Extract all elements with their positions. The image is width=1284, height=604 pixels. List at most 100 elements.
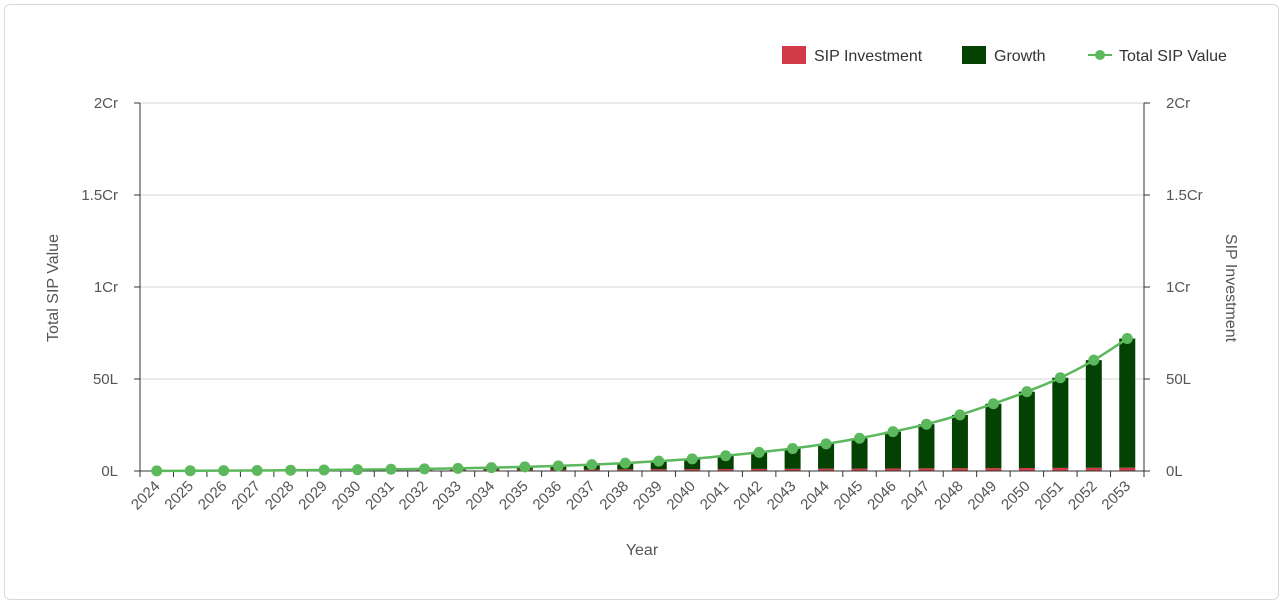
- x-tick-label: 2046: [864, 478, 900, 514]
- legend-swatch-sip-investment: [782, 46, 806, 64]
- x-tick-label: 2040: [663, 478, 699, 514]
- total-sip-value-point[interactable]: [586, 459, 598, 471]
- bar-sip-investment[interactable]: [818, 468, 835, 471]
- total-sip-value-point[interactable]: [1121, 333, 1133, 345]
- y-tick-label-right: 1.5Cr: [1166, 187, 1203, 204]
- total-sip-value-point[interactable]: [1088, 354, 1100, 366]
- total-sip-value-point[interactable]: [887, 426, 899, 438]
- x-tick-label: 2025: [161, 478, 197, 514]
- bar-sip-investment[interactable]: [851, 468, 868, 471]
- bar-sip-investment[interactable]: [617, 469, 634, 471]
- total-sip-value-point[interactable]: [619, 457, 631, 469]
- total-sip-value-point[interactable]: [452, 462, 464, 474]
- x-tick-label: 2030: [329, 478, 365, 514]
- legend-item-total-sip-value[interactable]: Total SIP Value: [1088, 48, 1227, 65]
- total-sip-value-point[interactable]: [251, 464, 263, 476]
- x-tick-label: 2024: [128, 478, 164, 514]
- legend-item-growth[interactable]: Growth: [962, 46, 1046, 65]
- bar-sip-investment[interactable]: [784, 468, 801, 471]
- x-axis-title: Year: [626, 542, 659, 559]
- bar-growth[interactable]: [985, 403, 1002, 469]
- total-sip-value-point[interactable]: [920, 418, 932, 430]
- x-tick-label: 2032: [396, 478, 432, 514]
- bar-growth[interactable]: [1052, 377, 1069, 468]
- bar-growth[interactable]: [1085, 360, 1102, 468]
- total-sip-value-point[interactable]: [720, 450, 732, 462]
- bar-growth[interactable]: [751, 452, 768, 469]
- y-tick-label-left: 2Cr: [94, 95, 118, 112]
- bar-sip-investment[interactable]: [684, 469, 701, 471]
- y-axis-title-left: Total SIP Value: [45, 234, 62, 342]
- total-sip-value-point[interactable]: [987, 398, 999, 410]
- bar-sip-investment[interactable]: [717, 469, 734, 471]
- bar-sip-investment[interactable]: [985, 468, 1002, 471]
- legend-marker-total-sip-value: [1095, 50, 1105, 60]
- x-tick-label: 2042: [730, 478, 766, 514]
- bar-sip-investment[interactable]: [951, 468, 968, 471]
- y-ticks-left: 0L 50L 1Cr 1.5Cr 2Cr: [81, 95, 140, 480]
- total-sip-value-point[interactable]: [218, 465, 230, 477]
- legend-item-sip-investment[interactable]: SIP Investment: [782, 46, 923, 65]
- x-tick-label: 2033: [429, 478, 465, 514]
- total-sip-value-point[interactable]: [1021, 386, 1033, 398]
- legend-label-total-sip-value: Total SIP Value: [1119, 48, 1227, 65]
- total-sip-value-point[interactable]: [820, 438, 832, 450]
- x-tick-label: 2048: [931, 478, 967, 514]
- bar-sip-investment[interactable]: [650, 469, 667, 471]
- x-tick-label: 2052: [1065, 478, 1101, 514]
- total-sip-value-point[interactable]: [552, 460, 564, 472]
- total-sip-value-point[interactable]: [485, 462, 497, 474]
- total-sip-value-point[interactable]: [385, 463, 397, 475]
- x-tick-label: 2053: [1098, 478, 1134, 514]
- total-sip-value-point[interactable]: [519, 461, 531, 473]
- y-tick-label-right: 1Cr: [1166, 279, 1190, 296]
- total-sip-value-point[interactable]: [854, 432, 866, 444]
- total-sip-value-point[interactable]: [954, 409, 966, 421]
- total-sip-value-point[interactable]: [318, 464, 330, 476]
- bar-growth[interactable]: [1119, 338, 1136, 468]
- x-tick-label: 2037: [563, 478, 599, 514]
- total-sip-value-point[interactable]: [184, 465, 196, 477]
- bar-sip-investment[interactable]: [1052, 467, 1069, 471]
- grid-lines: [140, 102, 1144, 380]
- y-tick-label-left: 1.5Cr: [81, 187, 118, 204]
- y-tick-label-right: 2Cr: [1166, 95, 1190, 112]
- total-sip-value-point[interactable]: [352, 464, 364, 476]
- total-sip-value-point[interactable]: [686, 453, 698, 465]
- total-sip-value-point[interactable]: [753, 446, 765, 458]
- bar-sip-investment[interactable]: [751, 468, 768, 471]
- bar-sip-investment[interactable]: [1085, 467, 1102, 471]
- total-sip-value-point[interactable]: [787, 443, 799, 455]
- y-tick-label-left: 50L: [93, 371, 118, 388]
- legend-swatch-growth: [962, 46, 986, 64]
- x-tick-label: 2049: [965, 478, 1001, 514]
- bar-growth[interactable]: [818, 443, 835, 469]
- x-tick-label: 2029: [295, 478, 331, 514]
- total-sip-value-point[interactable]: [285, 464, 297, 476]
- x-tick-label: 2038: [596, 478, 632, 514]
- bar-sip-investment[interactable]: [1119, 467, 1136, 471]
- x-tick-label: 2050: [998, 478, 1034, 514]
- total-sip-value-point[interactable]: [653, 455, 665, 467]
- bar-growth[interactable]: [851, 438, 868, 469]
- total-sip-value-point[interactable]: [1054, 372, 1066, 384]
- bar-sip-investment[interactable]: [885, 468, 901, 471]
- bar-growth[interactable]: [784, 448, 801, 469]
- bar-growth[interactable]: [951, 414, 968, 469]
- y-tick-label-right: 50L: [1166, 371, 1191, 388]
- x-ticks: 2024202520262027202820292030203120322033…: [128, 471, 1145, 514]
- x-tick-label: 2026: [195, 478, 231, 514]
- bar-sip-investment[interactable]: [918, 468, 935, 471]
- y-ticks-right: 0L 50L 1Cr 1.5Cr 2Cr: [1144, 95, 1203, 480]
- bar-growth[interactable]: [885, 431, 901, 469]
- x-tick-label: 2027: [228, 478, 264, 514]
- bar-sip-investment[interactable]: [1018, 468, 1035, 471]
- bar-growth[interactable]: [918, 424, 935, 469]
- total-sip-value-point[interactable]: [151, 465, 163, 477]
- bar-sip-investment[interactable]: [583, 469, 600, 471]
- x-tick-label: 2034: [463, 478, 499, 514]
- legend-label-sip-investment: SIP Investment: [814, 48, 923, 65]
- bar-growth[interactable]: [1018, 391, 1035, 469]
- total-sip-value-point[interactable]: [418, 463, 430, 475]
